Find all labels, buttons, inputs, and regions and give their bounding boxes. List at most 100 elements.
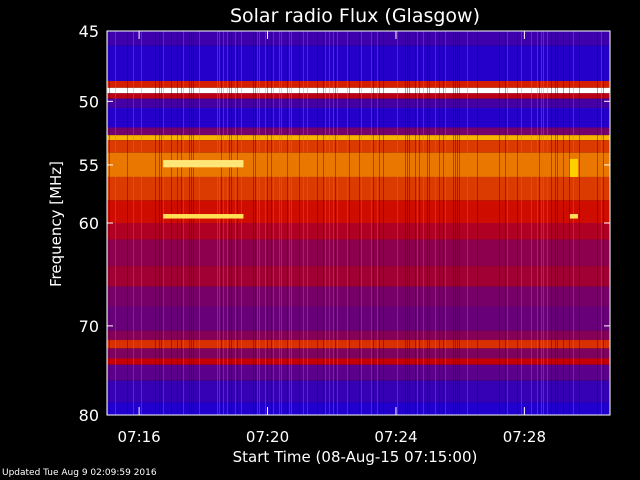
texture-line <box>227 31 228 415</box>
y-axis: 45 50 55 60 70 80 <box>79 22 610 425</box>
y-tick-label: 60 <box>79 214 99 233</box>
texture-line <box>161 31 162 415</box>
texture-line <box>323 31 324 415</box>
texture-line <box>573 31 574 415</box>
texture-line <box>443 31 444 415</box>
y-tick-label: 80 <box>79 406 99 425</box>
band-23 <box>107 380 610 403</box>
texture-line <box>383 31 384 415</box>
texture-line <box>181 31 182 415</box>
x-tick-label: 07:20 <box>246 428 289 446</box>
band-12 <box>107 200 610 223</box>
texture-line <box>557 31 558 415</box>
texture-line <box>377 31 378 415</box>
x-axis-label: Start Time (08-Aug-15 07:15:00) <box>233 448 478 466</box>
texture-line <box>317 31 318 415</box>
band-8 <box>107 135 610 141</box>
y-tick-label: 70 <box>79 317 99 336</box>
texture-line <box>347 31 348 415</box>
band-2 <box>107 80 610 88</box>
texture-line <box>115 31 116 415</box>
band-21 <box>107 358 610 365</box>
texture-line <box>183 31 184 415</box>
x-tick-label: 07:28 <box>503 428 546 446</box>
texture-line <box>459 31 460 415</box>
texture-line <box>397 31 398 415</box>
band-6 <box>107 107 610 128</box>
texture-line <box>361 31 362 415</box>
texture-line <box>379 31 380 415</box>
texture-line <box>597 31 598 415</box>
texture-line <box>457 31 458 415</box>
burst-feature-2 <box>569 214 578 219</box>
y-tick-label: 50 <box>79 92 99 111</box>
texture <box>107 31 604 415</box>
texture-line <box>265 31 266 415</box>
texture-line <box>171 31 172 415</box>
texture-line <box>235 31 236 415</box>
band-16 <box>107 286 610 307</box>
texture-line <box>163 31 164 415</box>
texture-line <box>273 31 274 415</box>
texture-line <box>427 31 428 415</box>
burst-feature-1 <box>163 214 244 219</box>
texture-line <box>453 31 454 415</box>
texture-line <box>409 31 410 415</box>
texture-line <box>419 31 420 415</box>
texture-line <box>199 31 200 415</box>
texture-line <box>255 31 256 415</box>
texture-line <box>271 31 272 415</box>
texture-line <box>477 31 478 415</box>
texture-line <box>133 31 134 415</box>
band-17 <box>107 306 610 331</box>
texture-line <box>241 31 242 415</box>
texture-line <box>219 31 220 415</box>
band-14 <box>107 239 610 267</box>
y-tick-label: 45 <box>79 22 99 41</box>
texture-line <box>505 31 506 415</box>
texture-line <box>579 31 580 415</box>
texture-line <box>415 31 416 415</box>
updated-timestamp: Updated Tue Aug 9 02:09:59 2016 <box>2 468 157 478</box>
x-tick-label: 07:16 <box>117 428 160 446</box>
texture-line <box>435 31 436 415</box>
burst-feature-3 <box>569 158 578 177</box>
texture-line <box>127 31 128 415</box>
texture-line <box>335 31 336 415</box>
x-axis: 07:16 07:20 07:24 07:28 <box>117 31 546 446</box>
texture-line <box>359 31 360 415</box>
texture-line <box>517 31 518 415</box>
texture-line <box>531 31 532 415</box>
texture-line <box>279 31 280 415</box>
texture-line <box>541 31 542 415</box>
band-15 <box>107 266 610 287</box>
texture-line <box>547 31 548 415</box>
band-19 <box>107 340 610 349</box>
texture-line <box>537 31 538 415</box>
texture-line <box>221 31 222 415</box>
texture-line <box>429 31 430 415</box>
texture-line <box>467 31 468 415</box>
texture-line <box>603 31 604 415</box>
band-5 <box>107 98 610 108</box>
texture-line <box>499 31 500 415</box>
band-20 <box>107 348 610 359</box>
y-axis-label: Frequency [MHz] <box>47 161 65 287</box>
band-22 <box>107 364 610 381</box>
texture-line <box>289 31 290 415</box>
texture-line <box>601 31 602 415</box>
texture-line <box>507 31 508 415</box>
texture-line <box>231 31 232 415</box>
band-18 <box>107 330 610 341</box>
texture-line <box>373 31 374 415</box>
texture-line <box>543 31 544 415</box>
band-0 <box>107 31 610 46</box>
texture-line <box>257 31 258 415</box>
texture-line <box>551 31 552 415</box>
texture-line <box>229 31 230 415</box>
texture-line <box>325 31 326 415</box>
band-7 <box>107 127 610 136</box>
y-tick-label: 55 <box>79 156 99 175</box>
texture-line <box>329 31 330 415</box>
